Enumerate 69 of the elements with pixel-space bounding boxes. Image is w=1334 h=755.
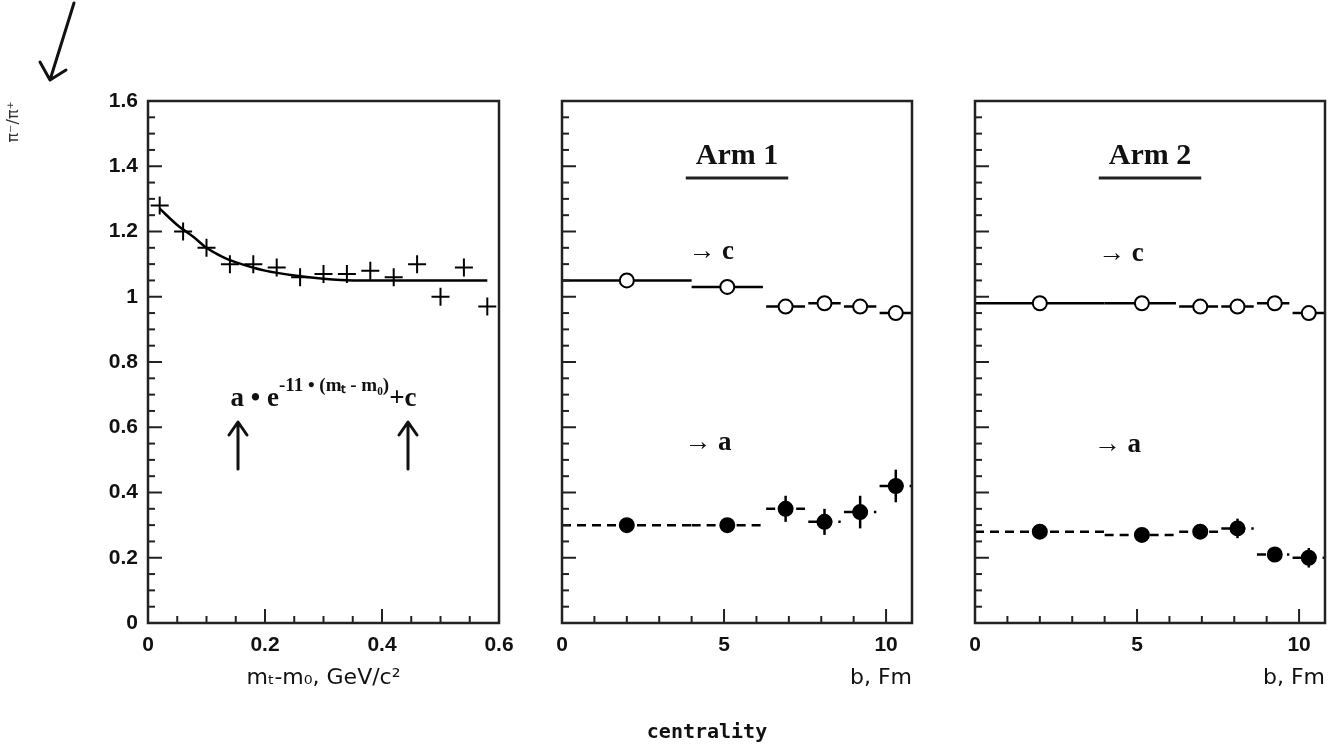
point <box>1031 295 1048 312</box>
point <box>816 513 833 530</box>
point <box>618 517 635 534</box>
point <box>313 263 334 284</box>
x-tick-label: 0.4 <box>367 632 397 656</box>
point <box>266 257 287 278</box>
point <box>777 500 794 517</box>
point <box>1133 526 1150 543</box>
point <box>243 254 264 275</box>
point <box>816 295 833 312</box>
annotation: → a <box>684 426 733 457</box>
y-tick-label: 0.4 <box>108 479 139 503</box>
x-axis-title: b, Fm <box>849 663 912 689</box>
point <box>336 263 357 284</box>
point <box>852 298 869 315</box>
x-tick-label: 0 <box>142 632 154 656</box>
text: centrality <box>646 719 768 744</box>
y-tick-label: 1.4 <box>108 153 139 177</box>
y-tick-label: 1.2 <box>108 218 138 242</box>
y-tick-label: 0.8 <box>108 348 139 372</box>
x-tick-label: 5 <box>1131 632 1144 656</box>
point <box>719 278 736 295</box>
point <box>407 254 428 275</box>
point <box>1133 295 1150 312</box>
x-tick-label: 5 <box>718 632 731 656</box>
point <box>887 477 904 494</box>
y-tick-label: 1.6 <box>108 87 138 111</box>
point <box>1192 523 1209 540</box>
x-tick-label: 0 <box>556 632 568 656</box>
point <box>1229 520 1246 537</box>
point <box>383 267 404 288</box>
y-tick-label: 0.6 <box>108 414 138 438</box>
y-tick-label: 0.2 <box>108 544 138 568</box>
point <box>1300 549 1317 566</box>
point <box>290 267 311 288</box>
annotation: → c <box>1098 237 1144 268</box>
x-tick-label: 0.2 <box>250 632 280 656</box>
annotation: → a <box>1093 428 1142 459</box>
annotation: → c <box>688 235 734 266</box>
point <box>1300 305 1317 322</box>
point <box>149 195 170 216</box>
point <box>1192 298 1209 315</box>
x-tick-label: 0.6 <box>484 632 514 656</box>
point <box>1266 295 1283 312</box>
point <box>360 260 381 281</box>
point <box>219 254 240 275</box>
x-axis-title: b, Fm <box>1262 663 1325 689</box>
point <box>1229 298 1246 315</box>
x-tick-label: 10 <box>1287 632 1311 656</box>
point <box>430 286 451 307</box>
text: Arm 2 <box>1108 136 1192 170</box>
point <box>777 298 794 315</box>
point <box>1031 523 1048 540</box>
point <box>887 305 904 322</box>
point <box>852 504 869 521</box>
y-axis-title: π⁻/π⁺ <box>2 101 22 143</box>
point <box>1266 546 1283 563</box>
x-tick-label: 0 <box>969 632 981 656</box>
y-tick-label: 1 <box>126 283 139 307</box>
point <box>618 272 635 289</box>
y-tick-label: 0 <box>126 609 138 633</box>
x-axis-title: mₜ-m₀, GeV/c² <box>246 663 401 689</box>
text: Arm 1 <box>695 136 779 170</box>
point <box>453 257 474 278</box>
point <box>477 296 498 317</box>
x-tick-label: 10 <box>874 632 898 656</box>
point <box>719 517 736 534</box>
point <box>196 237 217 258</box>
point <box>173 221 194 242</box>
